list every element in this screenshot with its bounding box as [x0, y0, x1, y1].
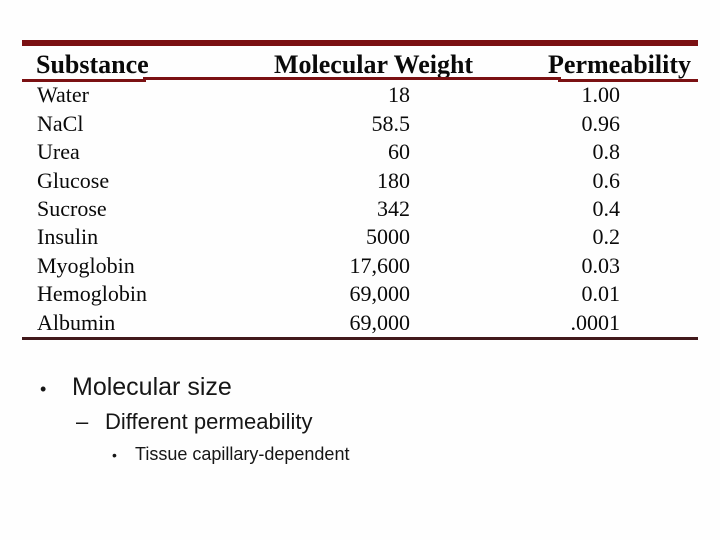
molecular-weight-cell: 69,000 [349, 309, 411, 335]
molecular-weight-cell: 58.5 [371, 110, 411, 136]
permeability-cell: 1.00 [581, 82, 621, 108]
bullet-tissue-capillary: • Tissue capillary-dependent [112, 442, 349, 467]
permeability-cell: 0.96 [581, 110, 621, 136]
bullet-different-permeability: – Different permeability [76, 408, 312, 436]
substance-cell: Urea [37, 139, 80, 165]
molecular-weight-cell: 5000 [366, 224, 410, 250]
column-header-permeability: Permeability [548, 50, 691, 79]
substance-cell: Glucose [37, 167, 110, 193]
table-row: Albumin 69,000 .0001 [22, 309, 698, 337]
molecular-weight-cell: 180 [377, 167, 410, 193]
permeability-table: Substance Molecular Weight Permeability … [22, 40, 698, 340]
table-row: Urea 60 0.8 [22, 138, 698, 166]
bullet-molecular-size: • Molecular size [40, 372, 232, 404]
header-underline-segment [558, 78, 698, 82]
molecular-weight-cell: 69,000 [349, 281, 411, 307]
substance-cell: Hemoglobin [37, 281, 147, 307]
substance-cell: Sucrose [37, 195, 107, 221]
bullet-dash-icon: – [76, 409, 89, 434]
column-header-substance: Substance [36, 50, 149, 79]
table-row: Water 18 1.00 [22, 81, 698, 109]
permeability-cell: .0001 [570, 309, 621, 335]
permeability-cell: 0.2 [592, 224, 621, 250]
table-bottom-rule [22, 337, 698, 340]
molecular-weight-cell: 18 [388, 82, 410, 108]
bullet-text: Tissue capillary-dependent [135, 444, 350, 464]
bullet-dot-icon: • [112, 447, 117, 463]
bullet-dot-icon: • [40, 379, 47, 399]
substance-cell: Water [37, 82, 89, 108]
column-header-molecular-weight: Molecular Weight [274, 50, 474, 79]
header-underline-segment [143, 77, 561, 80]
bullet-text: Molecular size [72, 373, 232, 401]
molecular-weight-cell: 342 [377, 195, 410, 221]
table-row: Hemoglobin 69,000 0.01 [22, 280, 698, 308]
permeability-cell: 0.01 [581, 281, 621, 307]
permeability-cell: 0.4 [592, 195, 621, 221]
table-row: Sucrose 342 0.4 [22, 195, 698, 223]
permeability-cell: 0.8 [592, 139, 621, 165]
molecular-weight-cell: 60 [388, 139, 410, 165]
table-header-row: Substance Molecular Weight Permeability [22, 46, 698, 79]
molecular-weight-cell: 17,600 [349, 252, 411, 278]
permeability-cell: 0.03 [581, 252, 621, 278]
table-row: Glucose 180 0.6 [22, 166, 698, 194]
table-body: Water 18 1.00 NaCl 58.5 0.96 Urea 60 0.8… [22, 81, 698, 337]
substance-cell: NaCl [37, 110, 84, 136]
table-row: Insulin 5000 0.2 [22, 223, 698, 251]
bullet-text: Different permeability [105, 409, 313, 434]
table-top-rule [22, 40, 698, 46]
table-row: Myoglobin 17,600 0.03 [22, 252, 698, 280]
permeability-cell: 0.6 [592, 167, 621, 193]
substance-cell: Albumin [37, 309, 116, 335]
header-underline-segment [22, 78, 146, 82]
table-row: NaCl 58.5 0.96 [22, 109, 698, 137]
substance-cell: Insulin [37, 224, 99, 250]
substance-cell: Myoglobin [37, 252, 135, 278]
